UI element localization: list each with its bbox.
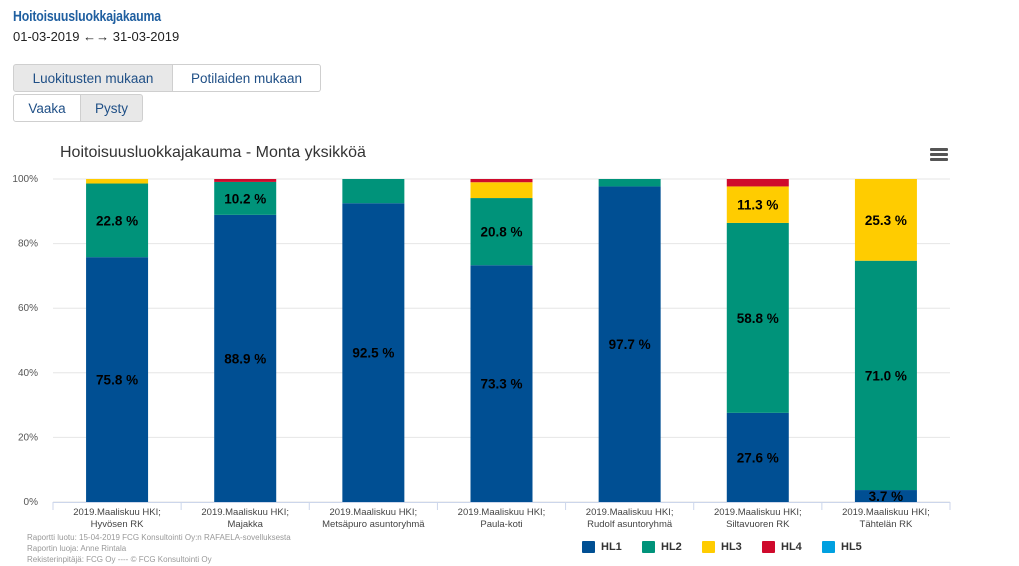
x-category-label: Hyvösen RK [91,519,144,530]
bar-hl2-7 [854,260,917,491]
legend-item-hl4[interactable]: HL4 [762,541,822,553]
bar-hl1-4 [470,265,533,502]
orientation-toggle: Vaaka Pysty [13,94,143,122]
bar-hl3-1 [86,179,149,184]
x-category-label: 2019.Maaliskuu HKI; [586,507,674,518]
data-label: 20.8 % [480,225,522,240]
x-category-label: Paula-koti [480,519,522,530]
bar-hl1-2 [214,214,277,502]
footer-created: Raportti luotu: 15-04-2019 FCG Konsultoi… [27,533,291,542]
legend-swatch [762,541,775,553]
bar-hl1-3 [342,203,405,502]
legend-item-hl2[interactable]: HL2 [642,541,702,553]
y-tick-label: 0% [24,497,39,508]
bar-hl2-3 [342,179,405,204]
bar-hl3-6 [726,186,789,223]
data-label: 71.0 % [865,368,907,383]
y-tick-label: 80% [18,239,38,250]
hamburger-menu-icon[interactable] [930,148,948,162]
x-category-label: 2019.Maaliskuu HKI; [714,507,802,518]
bar-hl4-2 [214,179,277,182]
bar-hl3-4 [470,182,533,199]
x-category-label: Metsäpuro asuntoryhmä [322,519,425,530]
data-label: 92.5 % [352,346,394,361]
bar-hl3-7 [854,179,917,261]
legend-label: HL4 [781,541,802,553]
horizontal-button[interactable]: Vaaka [13,94,81,122]
bar-hl2-4 [470,198,533,266]
data-label: 58.8 % [737,311,779,326]
data-label: 11.3 % [737,198,778,213]
bar-hl1-6 [726,412,789,502]
by-patient-button[interactable]: Potilaiden mukaan [173,64,321,92]
data-label: 88.9 % [224,351,266,366]
bar-hl4-4 [470,179,533,183]
x-category-label: Majakka [228,519,264,530]
legend-swatch [582,541,595,553]
legend-label: HL5 [841,541,862,553]
data-label: 3.7 % [869,489,904,504]
legend-item-hl5[interactable]: HL5 [822,541,882,553]
data-label: 10.2 % [224,191,266,206]
legend-swatch [822,541,835,553]
data-label: 25.3 % [865,213,907,228]
x-category-label: 2019.Maaliskuu HKI; [458,507,546,518]
legend-swatch [642,541,655,553]
data-label: 97.7 % [609,337,651,352]
data-label: 75.8 % [96,373,138,388]
x-category-label: Rudolf asuntoryhmä [587,519,673,530]
data-label: 27.6 % [737,450,779,465]
footer-author: Raportin luoja: Anne Rintala [27,544,127,553]
date-range: 01-03-2019 ←→ 31-03-2019 [13,29,180,44]
x-category-label: 2019.Maaliskuu HKI; [201,507,289,518]
x-category-label: 2019.Maaliskuu HKI; [330,507,418,518]
x-category-label: Siltavuoren RK [726,519,790,530]
bar-hl1-5 [598,186,661,502]
y-tick-label: 60% [18,303,38,314]
y-tick-label: 100% [12,174,38,185]
legend-swatch [702,541,715,553]
bar-hl2-6 [726,222,789,413]
chart-legend: HL1 HL2 HL3 HL4 HL5 [582,541,882,553]
chart-title: Hoitoisuusluokkajakauma - Monta yksikköä [60,144,366,161]
x-category-label: 2019.Maaliskuu HKI; [842,507,930,518]
x-category-label: 2019.Maaliskuu HKI; [73,507,161,518]
bar-hl2-5 [598,179,661,187]
legend-label: HL3 [721,541,742,553]
y-tick-label: 40% [18,368,38,379]
legend-label: HL2 [661,541,682,553]
by-classification-button[interactable]: Luokitusten mukaan [13,64,173,92]
footer-registrar: Rekisterinpitäjä: FCG Oy ---- © FCG Kons… [27,555,212,564]
grouping-toggle: Luokitusten mukaan Potilaiden mukaan [13,64,321,92]
x-category-label: Tähtelän RK [860,519,913,530]
vertical-button[interactable]: Pysty [81,94,143,122]
y-tick-label: 20% [18,432,38,443]
bar-hl2-2 [214,181,277,215]
legend-item-hl1[interactable]: HL1 [582,541,642,553]
bar-hl1-1 [86,257,149,502]
bar-hl2-1 [86,183,149,258]
data-label: 22.8 % [96,213,138,228]
bar-hl1-7 [854,490,917,502]
legend-label: HL1 [601,541,622,553]
report-title: Hoitoisuusluokkajakauma [13,8,161,25]
data-label: 73.3 % [480,377,522,392]
bar-hl4-6 [726,179,789,187]
legend-item-hl3[interactable]: HL3 [702,541,762,553]
